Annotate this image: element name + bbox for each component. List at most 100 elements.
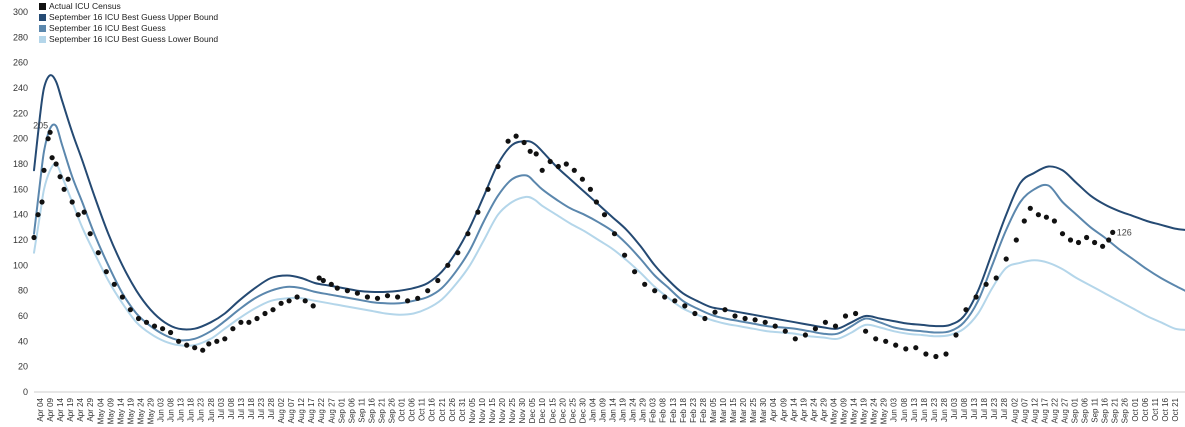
census-point bbox=[111, 281, 117, 287]
series-line-lower-bound bbox=[33, 162, 1185, 347]
census-point bbox=[571, 167, 577, 173]
y-tick-label: 20 bbox=[18, 362, 28, 372]
x-tick-label: Nov 10 bbox=[478, 397, 487, 423]
x-tick-label: Apr 19 bbox=[66, 397, 75, 421]
census-point bbox=[206, 341, 212, 347]
x-tick-label: Sep 21 bbox=[1111, 397, 1120, 423]
x-tick-label: Jun 03 bbox=[157, 397, 166, 422]
census-point bbox=[672, 298, 678, 304]
x-tick-label: Jun 13 bbox=[910, 397, 919, 422]
census-point bbox=[712, 309, 718, 315]
census-point bbox=[200, 347, 206, 353]
census-point bbox=[579, 176, 586, 182]
census-point bbox=[521, 139, 527, 146]
x-tick-label: Dec 10 bbox=[538, 397, 547, 423]
annotation-label: 126 bbox=[1117, 227, 1132, 237]
x-tick-label: Apr 04 bbox=[769, 397, 778, 421]
x-tick-label: Jul 13 bbox=[237, 397, 246, 419]
census-point bbox=[328, 281, 334, 287]
census-point bbox=[587, 186, 594, 192]
x-tick-label: Jan 09 bbox=[599, 397, 608, 422]
census-point bbox=[832, 323, 839, 329]
x-tick-label: Nov 30 bbox=[518, 397, 527, 423]
census-point bbox=[41, 167, 47, 173]
x-tick-label: Jun 08 bbox=[900, 397, 909, 422]
legend-label: September 16 ICU Best Guess Lower Bound bbox=[49, 34, 218, 44]
census-point bbox=[238, 319, 244, 325]
census-point bbox=[57, 174, 63, 180]
census-point bbox=[601, 212, 608, 218]
legend-swatch bbox=[39, 3, 46, 10]
x-tick-label: Sep 16 bbox=[1101, 397, 1110, 423]
x-tick-label: Oct 16 bbox=[1161, 397, 1170, 421]
census-point bbox=[87, 231, 93, 237]
x-tick-label: Mar 10 bbox=[719, 397, 728, 422]
census-point bbox=[35, 212, 41, 218]
census-point bbox=[475, 209, 481, 215]
x-tick-label: Aug 07 bbox=[1020, 397, 1029, 423]
x-tick-label: Jun 08 bbox=[167, 397, 176, 422]
x-tick-label: Sep 21 bbox=[378, 397, 387, 423]
x-tick-label: Feb 13 bbox=[669, 397, 678, 422]
census-point bbox=[254, 315, 260, 322]
census-point bbox=[527, 148, 533, 154]
y-tick-label: 100 bbox=[13, 260, 28, 270]
y-tick-label: 80 bbox=[18, 286, 28, 296]
census-point bbox=[702, 315, 708, 322]
x-tick-label: May 09 bbox=[106, 397, 115, 424]
census-point bbox=[176, 338, 182, 344]
x-tick-label: Apr 24 bbox=[809, 397, 818, 421]
x-tick-label: Nov 20 bbox=[498, 397, 507, 423]
x-tick-label: Feb 23 bbox=[689, 397, 698, 422]
census-point bbox=[334, 285, 340, 291]
x-tick-label: Aug 27 bbox=[327, 397, 336, 423]
x-tick-label: Jan 14 bbox=[609, 397, 618, 422]
census-point bbox=[310, 303, 316, 309]
census-point bbox=[455, 250, 461, 256]
census-point bbox=[344, 288, 350, 294]
census-point bbox=[1067, 237, 1074, 243]
census-point bbox=[762, 319, 768, 325]
census-point bbox=[642, 281, 648, 287]
census-point bbox=[782, 328, 788, 334]
census-point bbox=[286, 298, 292, 304]
census-point bbox=[47, 129, 53, 135]
x-tick-label: Nov 25 bbox=[508, 397, 517, 423]
census-point bbox=[802, 332, 809, 338]
census-point bbox=[973, 294, 979, 300]
x-tick-label: Feb 03 bbox=[649, 397, 658, 422]
census-point bbox=[772, 323, 778, 329]
x-tick-label: May 19 bbox=[860, 397, 869, 424]
x-tick-label: Dec 30 bbox=[578, 397, 587, 423]
x-tick-label: Dec 25 bbox=[568, 397, 577, 423]
census-point bbox=[230, 326, 236, 332]
census-point bbox=[722, 307, 728, 313]
y-tick-label: 200 bbox=[13, 134, 28, 144]
x-tick-label: Aug 17 bbox=[307, 397, 316, 423]
census-point bbox=[742, 315, 748, 322]
census-point bbox=[95, 250, 101, 256]
x-tick-label: Oct 21 bbox=[1171, 397, 1180, 421]
census-point bbox=[1013, 237, 1019, 243]
x-tick-label: Apr 29 bbox=[86, 397, 95, 421]
series-lines bbox=[33, 74, 1185, 347]
census-point bbox=[184, 342, 190, 348]
legend-swatch bbox=[39, 25, 46, 32]
x-tick-label: Jul 08 bbox=[960, 397, 969, 419]
x-tick-label: Oct 31 bbox=[458, 397, 467, 421]
x-tick-label: Mar 30 bbox=[759, 397, 768, 422]
census-point bbox=[1100, 243, 1106, 249]
x-tick-label: Oct 01 bbox=[1131, 397, 1140, 421]
census-point bbox=[555, 163, 561, 170]
x-tick-label: Jun 28 bbox=[940, 397, 949, 422]
census-point bbox=[1059, 231, 1066, 237]
x-tick-label: May 24 bbox=[137, 397, 146, 424]
census-point bbox=[903, 346, 909, 352]
x-tick-label: Mar 05 bbox=[709, 397, 718, 422]
census-point bbox=[993, 275, 999, 281]
y-tick-label: 180 bbox=[13, 159, 28, 169]
x-tick-label: Dec 15 bbox=[548, 397, 557, 423]
x-tick-label: Oct 26 bbox=[448, 397, 457, 421]
x-tick-label: Sep 26 bbox=[1121, 397, 1130, 423]
